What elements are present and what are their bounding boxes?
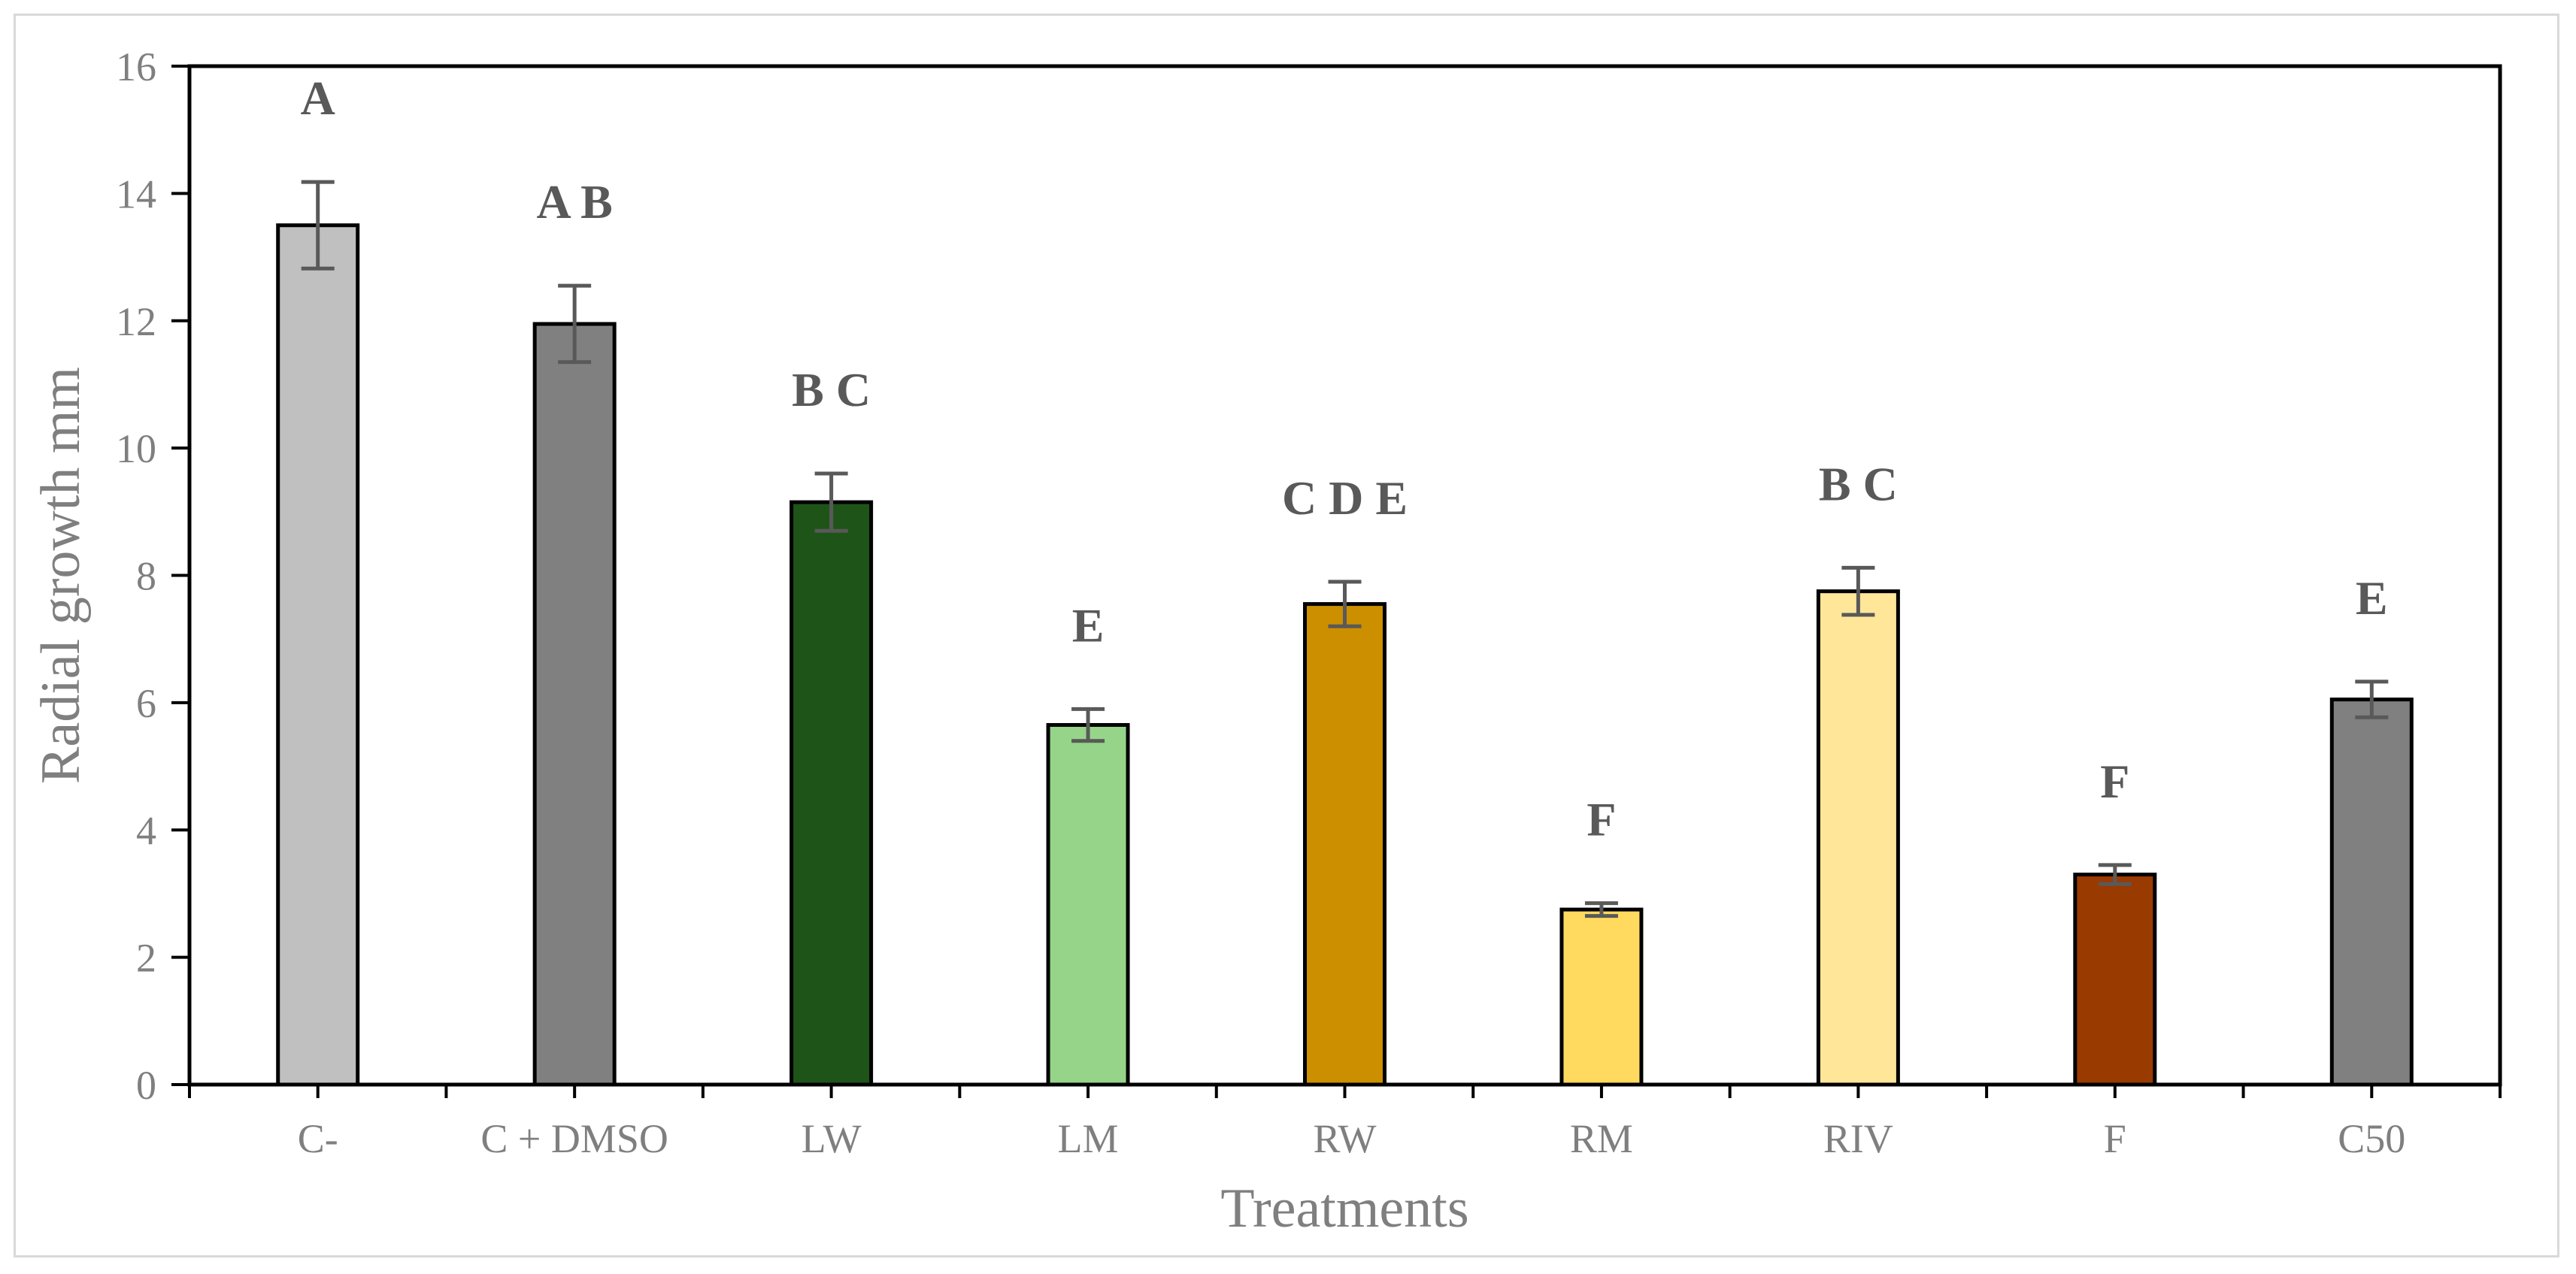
y-tick-label: 6 xyxy=(136,681,156,726)
bar-lw xyxy=(789,500,874,1087)
y-tick-label: 14 xyxy=(116,171,156,216)
bars xyxy=(276,223,2414,1087)
y-tick-label: 0 xyxy=(136,1063,156,1108)
x-tick-label: F xyxy=(2104,1116,2126,1161)
bar-rw xyxy=(1303,602,1386,1087)
y-tick-label: 12 xyxy=(116,299,156,344)
x-tick-label: RW xyxy=(1313,1116,1376,1161)
significance-letter: A xyxy=(301,71,335,125)
bar-riv xyxy=(1816,589,1900,1087)
y-tick-label: 8 xyxy=(136,554,156,599)
bar-c-dmso xyxy=(532,322,617,1087)
x-axis-ticks: C- C + DMSO LW LM RW RM RIV F C50 xyxy=(188,1085,2502,1161)
x-tick-label: LW xyxy=(802,1116,862,1161)
x-tick-label: LM xyxy=(1058,1116,1119,1161)
bar-c50 xyxy=(2329,698,2414,1087)
x-tick-label: C + DMSO xyxy=(480,1116,668,1161)
y-tick-label: 16 xyxy=(116,44,156,89)
bar-f xyxy=(2073,873,2157,1087)
chart-frame xyxy=(14,14,2559,1257)
error-bars xyxy=(301,180,2389,918)
x-tick-label: C50 xyxy=(2338,1116,2405,1161)
y-axis-ticks: 0 2 4 6 8 10 12 14 16 xyxy=(116,44,189,1108)
bar-rm xyxy=(1559,907,1644,1087)
y-axis-title: Radial growth mm xyxy=(30,367,92,784)
x-tick-label: RIV xyxy=(1823,1116,1893,1161)
plot-area-border xyxy=(187,64,2502,1087)
significance-letter: E xyxy=(1072,598,1105,652)
y-tick-label: 4 xyxy=(136,808,156,853)
significance-letter: E xyxy=(2356,571,2388,625)
significance-letters: A A B B C E C D E F B C F E xyxy=(301,71,2388,846)
bar-lm xyxy=(1046,723,1130,1087)
significance-letter: B C xyxy=(1819,457,1898,510)
significance-letter: C D E xyxy=(1282,471,1408,525)
significance-letter: A B xyxy=(536,175,612,228)
y-tick-label: 2 xyxy=(136,936,156,981)
significance-letter: F xyxy=(2100,755,2129,808)
y-tick-label: 10 xyxy=(116,426,156,471)
x-axis-title: Treatments xyxy=(1220,1178,1468,1239)
bar-c xyxy=(276,223,360,1087)
x-tick-label: RM xyxy=(1570,1116,1633,1161)
x-tick-label: C- xyxy=(298,1116,338,1161)
significance-letter: F xyxy=(1587,793,1616,846)
significance-letter: B C xyxy=(792,363,871,416)
